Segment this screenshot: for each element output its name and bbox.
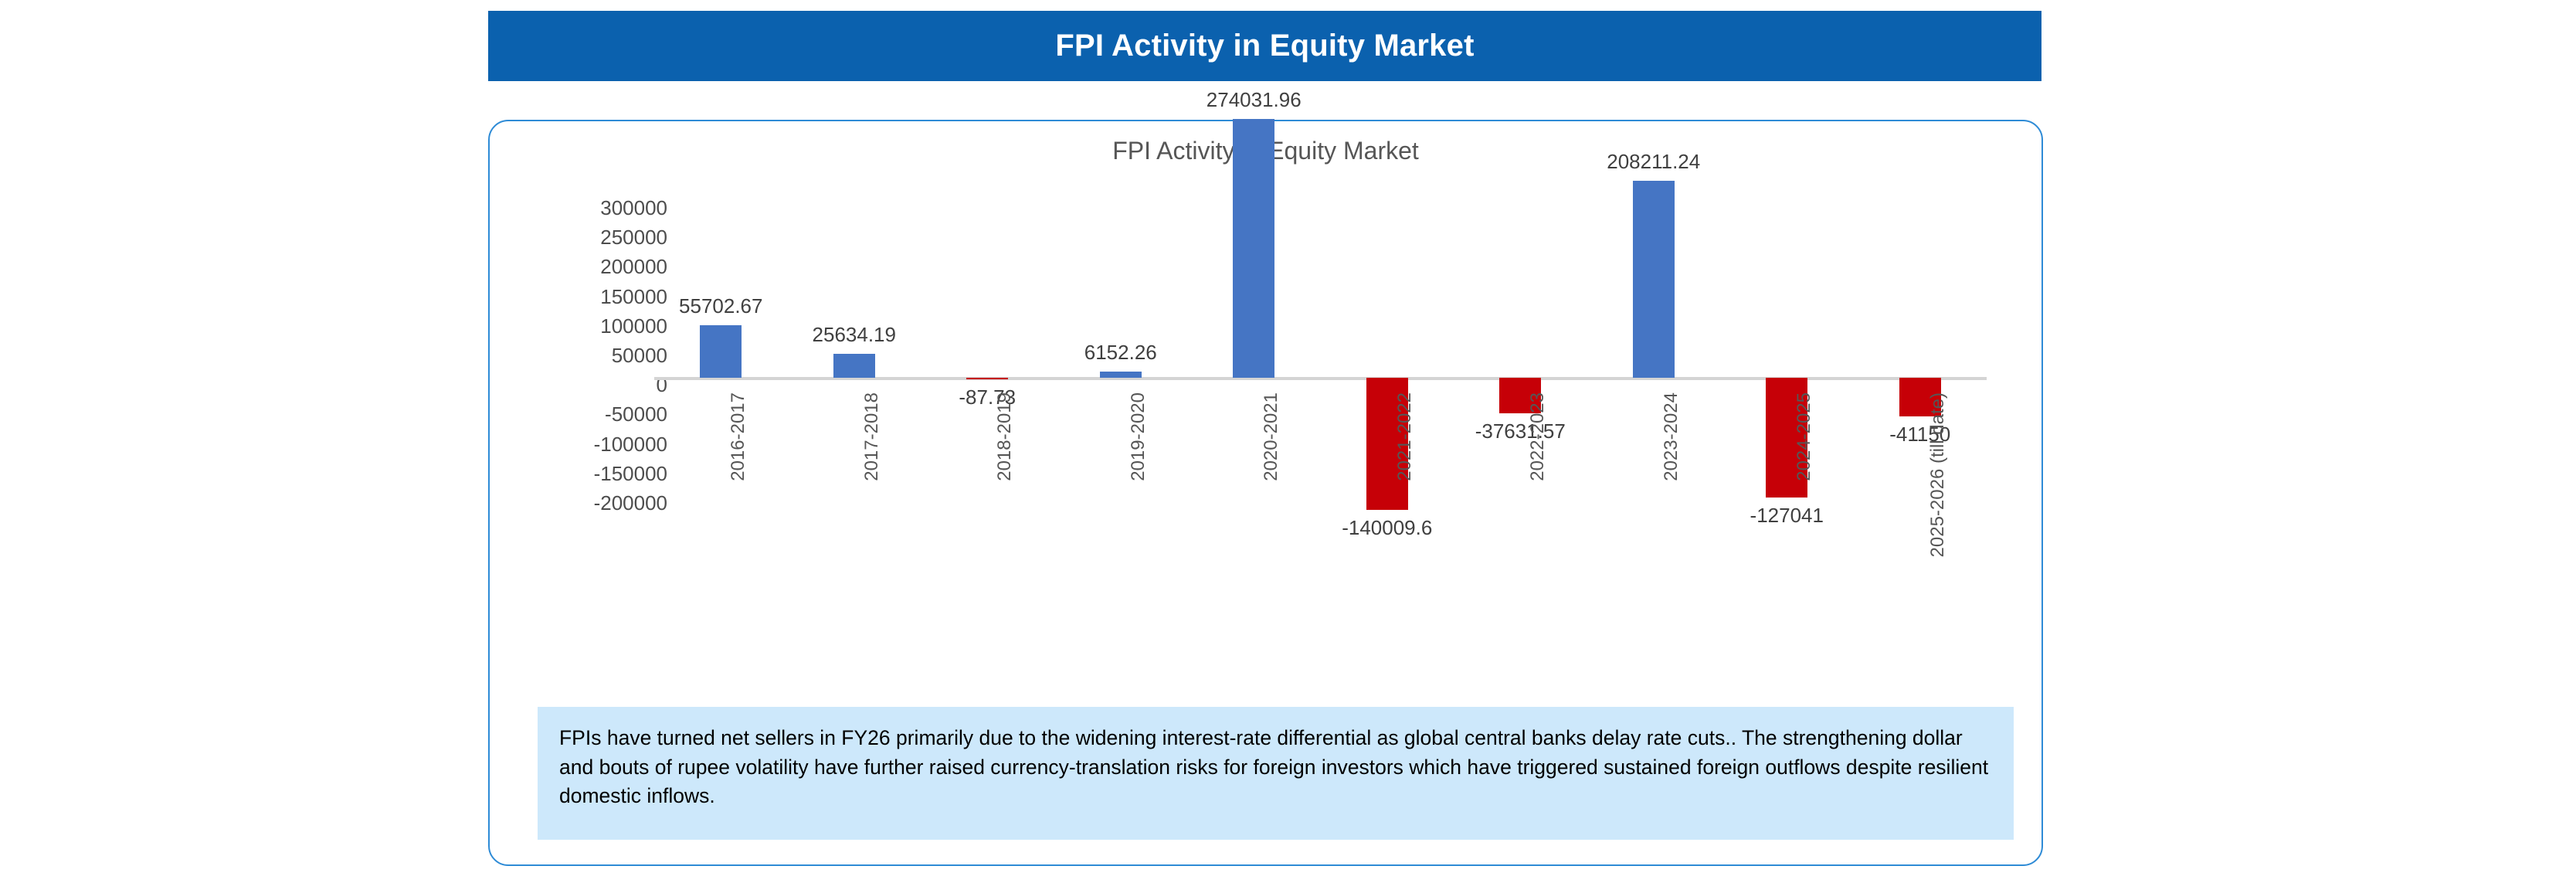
header-banner: FPI Activity in Equity Market — [488, 11, 2041, 81]
y-axis: 300000 250000 200000 150000 100000 50000 0 -500… — [513, 193, 667, 518]
bar-positive[interactable] — [700, 324, 742, 378]
bar-value-label: -140009.6 — [1342, 516, 1433, 540]
x-axis-tick-label: 2023-2024 — [1660, 392, 1682, 481]
y-axis-tick: 0 — [656, 373, 667, 397]
y-axis-tick: 200000 — [600, 255, 667, 279]
bar-group: -41150 2025-2026 (till date) — [1854, 121, 1987, 708]
bar-value-label: -87.73 — [959, 385, 1016, 409]
zero-baseline — [654, 377, 1987, 380]
bar-value-label: 6152.26 — [1084, 341, 1157, 365]
bars-layer: 55702.67 2016-2017 25634.19 2017-2018 -87.73… — [654, 88, 1987, 708]
bar-negative[interactable] — [1499, 378, 1542, 414]
bar-value-label: 208211.24 — [1607, 150, 1701, 174]
x-axis-tick-label: 2016-2017 — [728, 392, 749, 481]
bar-positive[interactable] — [833, 353, 875, 378]
y-axis-tick: 150000 — [600, 284, 667, 308]
x-axis-tick-label: 2024-2025 — [1794, 392, 1815, 481]
y-axis-tick: 100000 — [600, 314, 667, 338]
bar-group: -37631.57 2022-2023 — [1454, 121, 1587, 708]
bar-group: 55702.67 2016-2017 — [654, 121, 788, 708]
chart-card: FPI Activity in Equity Market 3000002500… — [488, 88, 2045, 866]
y-axis-tick: 300000 — [600, 196, 667, 219]
bar-negative[interactable] — [1766, 378, 1808, 498]
bar-negative[interactable] — [1366, 378, 1408, 511]
y-axis-tick: 250000 — [600, 226, 667, 250]
bar-group: -140009.6 2021-2022 — [1321, 121, 1454, 708]
y-axis-tick: -150000 — [593, 461, 667, 485]
page-title: FPI Activity in Equity Market — [1055, 29, 1475, 63]
bar-value-label: -127041 — [1750, 504, 1824, 528]
x-axis-tick-label: 2017-2018 — [860, 392, 882, 481]
bar-group: 6152.26 2019-2020 — [1054, 121, 1188, 708]
bar-positive[interactable] — [1233, 118, 1275, 378]
x-axis-tick-label: 2022-2023 — [1527, 392, 1549, 481]
x-axis-tick-label: 2025-2026 (till date) — [1926, 392, 1948, 558]
bar-value-label: -41150 — [1889, 423, 1951, 447]
y-axis-tick: -200000 — [593, 491, 667, 515]
y-axis-tick: -100000 — [593, 432, 667, 456]
bar-group: -87.73 2018-2019 — [921, 121, 1054, 708]
commentary-box: FPIs have turned net sellers in FY26 pri… — [538, 707, 2014, 840]
bar-positive[interactable] — [1632, 181, 1675, 378]
bar-group: -127041 2024-2025 — [1720, 121, 1854, 708]
x-axis-tick-label: 2018-2019 — [994, 392, 1016, 481]
x-axis-tick-label: 2019-2020 — [1127, 392, 1149, 481]
bar-negative[interactable] — [1899, 378, 1941, 417]
bar-value-label: 25634.19 — [812, 322, 896, 346]
chart-plot-area: 300000 250000 200000 150000 100000 50000 0 -500… — [490, 88, 2045, 708]
commentary-text: FPIs have turned net sellers in FY26 pri… — [559, 726, 1989, 808]
bar-group: 274031.96 2020-2021 — [1187, 88, 1321, 708]
y-axis-tick: -50000 — [605, 402, 667, 426]
y-axis-tick: 50000 — [611, 343, 667, 367]
bar-group: 208211.24 2023-2024 — [1587, 121, 1721, 708]
bar-positive[interactable] — [1099, 372, 1142, 378]
x-axis-tick-label: 2020-2021 — [1261, 392, 1282, 481]
x-axis-tick-label: 2021-2022 — [1393, 392, 1415, 481]
bar-value-label: 55702.67 — [679, 294, 763, 318]
bar-negative[interactable] — [966, 378, 1009, 379]
bar-group: 25634.19 2017-2018 — [788, 121, 921, 708]
bar-value-label: 274031.96 — [1206, 87, 1302, 111]
bar-value-label: -37631.57 — [1475, 419, 1566, 443]
